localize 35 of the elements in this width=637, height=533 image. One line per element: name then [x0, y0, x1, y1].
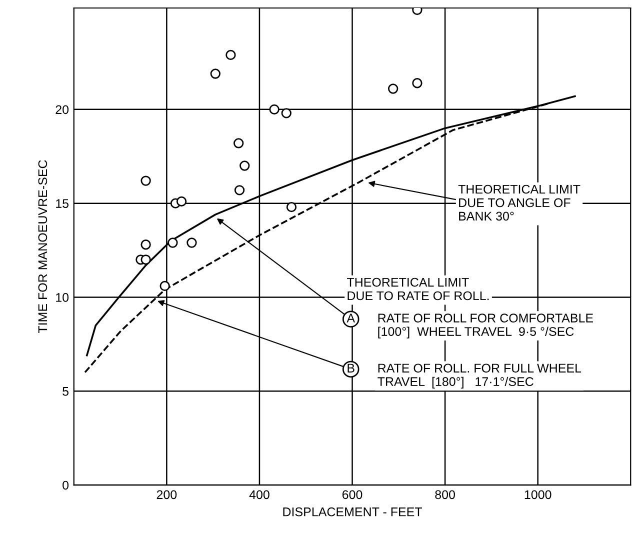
y-tick-label: 0: [62, 480, 69, 490]
point: [168, 238, 178, 248]
point: [140, 176, 151, 186]
x-tick-label: 400: [249, 490, 270, 500]
point: [234, 185, 245, 196]
y-tick-label: 10: [56, 293, 69, 302]
x-tick-label: 800: [435, 490, 455, 500]
point: [240, 160, 250, 171]
point: [388, 84, 398, 94]
point: [286, 202, 297, 212]
point: [140, 254, 151, 265]
point: [186, 238, 197, 248]
y-axis-title: TIME FOR MANOEUVRE-SEC: [38, 160, 48, 334]
point: [176, 196, 187, 207]
annotation: THEORETICAL LIMIT DUE TO ANGLE OF BANK 30°: [458, 184, 580, 221]
point: [226, 50, 236, 60]
annotation: RATE OF ROLL FOR COMFORTABLE [100°] WHEEL TRAVEL 9·5 °/SEC: [378, 314, 594, 338]
x-tick-label: 600: [342, 490, 362, 500]
annotation: THEORETICAL LIMIT DUE TO RATE OF ROLL.: [346, 278, 489, 300]
point: [281, 108, 292, 118]
x-tick-label: 1000: [524, 490, 552, 500]
point: [412, 78, 422, 88]
y-tick-label: 20: [56, 105, 69, 114]
point: [234, 138, 244, 148]
point: [140, 240, 151, 250]
point: [269, 104, 280, 114]
annotation: A: [346, 314, 356, 322]
x-axis-title: DISPLACEMENT - FEET: [283, 507, 422, 516]
annotation: RATE OF ROLL. FOR FULL WHEEL TRAVEL [180°] 17·1°/SEC: [378, 364, 582, 388]
annotation: B: [348, 364, 354, 372]
y-tick-label: 15: [56, 199, 69, 208]
point: [160, 280, 170, 292]
point: [210, 68, 220, 79]
y-tick-label: 5: [62, 387, 69, 396]
x-tick-label: 200: [156, 490, 177, 500]
